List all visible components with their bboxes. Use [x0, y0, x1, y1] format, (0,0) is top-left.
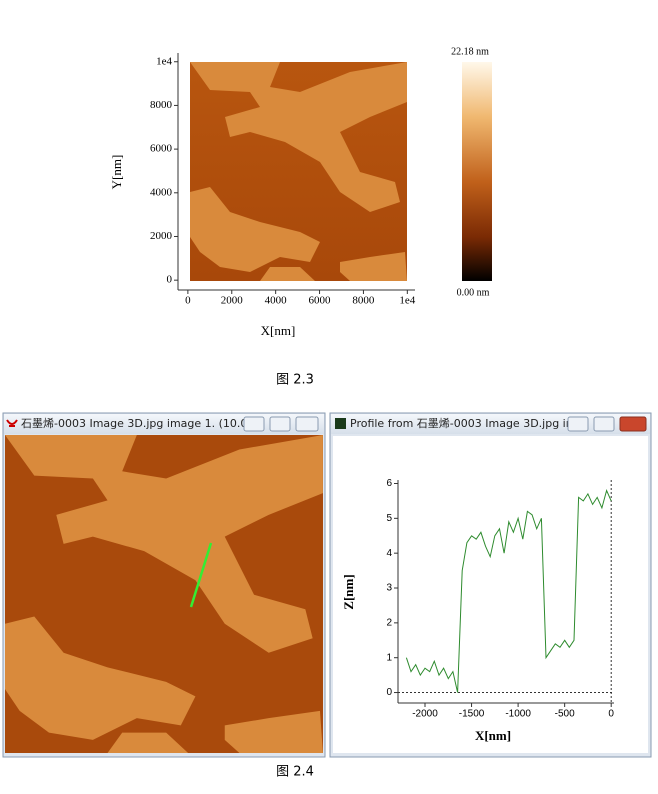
y-tick-label: 4000: [150, 186, 173, 198]
afm-image: [190, 62, 407, 281]
colorbar: [462, 62, 492, 281]
window-title: 石墨烯-0003 Image 3D.jpg image 1. (10.0...: [21, 417, 258, 430]
image-window: 石墨烯-0003 Image 3D.jpg image 1. (10.0...: [2, 412, 326, 758]
x-tick-label: 4000: [265, 295, 288, 307]
x-tick-label: -1500: [459, 709, 485, 720]
y-tick-label: 2000: [150, 230, 173, 242]
x-tick-label: -1000: [505, 709, 531, 720]
minimize-button[interactable]: [567, 416, 589, 432]
x-tick-label: 6000: [309, 295, 332, 307]
app-icon: [6, 419, 18, 427]
x-tick-label: -500: [555, 709, 575, 720]
y-axis-label: Z[nm]: [341, 574, 356, 609]
caption: 图 2.4: [276, 765, 314, 780]
y-tick-label: 0: [167, 274, 173, 286]
app-icon: [335, 418, 346, 429]
y-tick-label: 6000: [150, 143, 173, 155]
window-title: Profile from 石墨烯-0003 Image 3D.jpg im...: [350, 417, 587, 430]
x-tick-label: 8000: [352, 295, 375, 307]
y-axis-label: Y[nm]: [109, 155, 124, 190]
colorbar-min: 0.00 nm: [457, 287, 490, 298]
caption: 图 2.3: [276, 373, 314, 388]
y-tick-label: 6: [386, 478, 392, 489]
profile-line[interactable]: [189, 542, 213, 608]
y-tick-label: 0: [386, 687, 392, 698]
y-tick-label: 4: [386, 548, 392, 559]
y-tick-label: 3: [386, 583, 392, 594]
maximize-button[interactable]: [593, 416, 615, 432]
x-tick-label: 0: [608, 709, 614, 720]
profile-window: Profile from 石墨烯-0003 Image 3D.jpg im...…: [329, 412, 652, 758]
x-axis-label: X[nm]: [475, 728, 511, 743]
y-tick-label: 1e4: [156, 55, 172, 67]
plot-panel: [333, 436, 648, 753]
maximize-button[interactable]: [269, 416, 291, 432]
y-tick-label: 2: [386, 618, 392, 629]
x-tick-label: -2000: [412, 709, 438, 720]
minimize-button[interactable]: [243, 416, 265, 432]
y-tick-label: 5: [386, 513, 392, 524]
close-button[interactable]: [295, 416, 319, 432]
colorbar-max: 22.18 nm: [451, 46, 489, 57]
y-tick-label: 8000: [150, 99, 173, 111]
x-tick-label: 1e4: [399, 295, 415, 307]
y-tick-label: 1: [386, 652, 392, 663]
close-button[interactable]: [619, 416, 647, 432]
x-axis-label: X[nm]: [261, 323, 296, 338]
x-tick-label: 2000: [221, 295, 244, 307]
x-tick-label: 0: [185, 295, 191, 307]
profile-line: [405, 489, 612, 693]
